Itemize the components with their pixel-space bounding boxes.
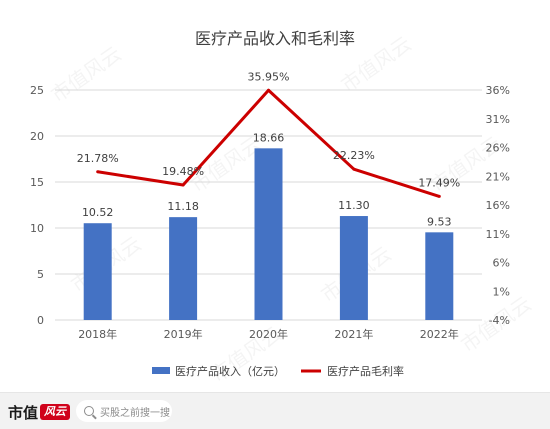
right-tick-label: 6% [493,257,510,270]
chart-card: 市值风云市值风云市值风云市值风云市值风云市值风云市值风云市值风云 医疗产品收入和… [30,29,536,388]
right-tick-label: 11% [486,228,510,241]
right-tick-label: 31% [486,113,510,126]
line-point [96,170,100,174]
line-point [352,167,356,171]
right-tick-label: 36% [486,84,510,97]
left-y-axis: 0 5 10 15 20 25 [30,84,44,327]
bar-value-label: 11.18 [167,200,199,213]
brand-badge: 风云 [40,404,71,420]
bar [83,223,112,320]
line-point [437,194,441,198]
bar [254,148,283,320]
footer-bar: 市值 风云 买股之前搜一搜 [0,392,550,429]
x-tick-label: 2020年 [249,327,288,341]
search-placeholder: 买股之前搜一搜 [100,407,170,419]
bar-value-label: 10.52 [82,206,114,219]
line-point [181,183,185,187]
line-value-label: 21.78% [77,152,119,165]
right-tick-label: 21% [486,170,510,183]
legend-line-label: 医疗产品毛利率 [327,364,404,378]
search-box[interactable]: 买股之前搜一搜 [76,400,172,422]
right-tick-label: 16% [486,199,510,212]
line-value-label: 19.48% [162,165,204,178]
legend-bar-label: 医疗产品收入（亿元） [175,364,285,378]
watermark-text: 市值风云 [46,41,125,107]
right-y-axis: -4% 1% 6% 11% 16% 21% 26% 31% 36% [486,84,510,327]
x-axis: 2018年 2019年 2020年 2021年 2022年 [78,327,459,341]
left-tick-label: 25 [30,84,44,97]
bar-value-label: 18.66 [253,131,285,144]
line-series: 21.78% 19.48% 35.95% 22.23% 17.49% [77,70,460,198]
watermark-layer: 市值风云市值风云市值风云市值风云市值风云市值风云市值风云市值风云 [46,31,535,387]
left-tick-label: 10 [30,222,44,235]
x-tick-label: 2019年 [164,327,203,341]
bar-value-label: 11.30 [338,199,370,212]
x-tick-label: 2022年 [420,327,459,341]
line-value-label: 35.95% [248,70,290,83]
brand-logo[interactable]: 市值 风云 [8,402,71,422]
left-tick-label: 20 [30,130,44,143]
x-tick-label: 2021年 [334,327,373,341]
right-tick-label: 26% [486,142,510,155]
brand-text: 市值 [8,403,39,422]
legend: 医疗产品收入（亿元） 医疗产品毛利率 [152,364,404,378]
left-tick-label: 0 [37,314,44,327]
left-tick-label: 15 [30,176,44,189]
legend-bar-swatch [152,367,170,374]
bar [339,216,368,320]
bar [169,217,198,320]
right-tick-label: 1% [493,285,510,298]
bar [425,232,454,320]
chart-title: 医疗产品收入和毛利率 [195,29,355,48]
bar-value-label: 9.53 [427,215,452,228]
right-tick-label: -4% [489,314,510,327]
x-tick-label: 2018年 [78,327,117,341]
line-point [267,88,270,92]
search-icon [84,406,94,416]
bar-series: 10.52 11.18 18.66 11.30 9.53 [82,131,454,320]
line-value-label: 22.23% [333,149,375,162]
combo-chart: 市值风云市值风云市值风云市值风云市值风云市值风云市值风云市值风云 医疗产品收入和… [30,29,536,387]
left-tick-label: 5 [37,268,44,281]
line-value-label: 17.49% [418,176,460,189]
